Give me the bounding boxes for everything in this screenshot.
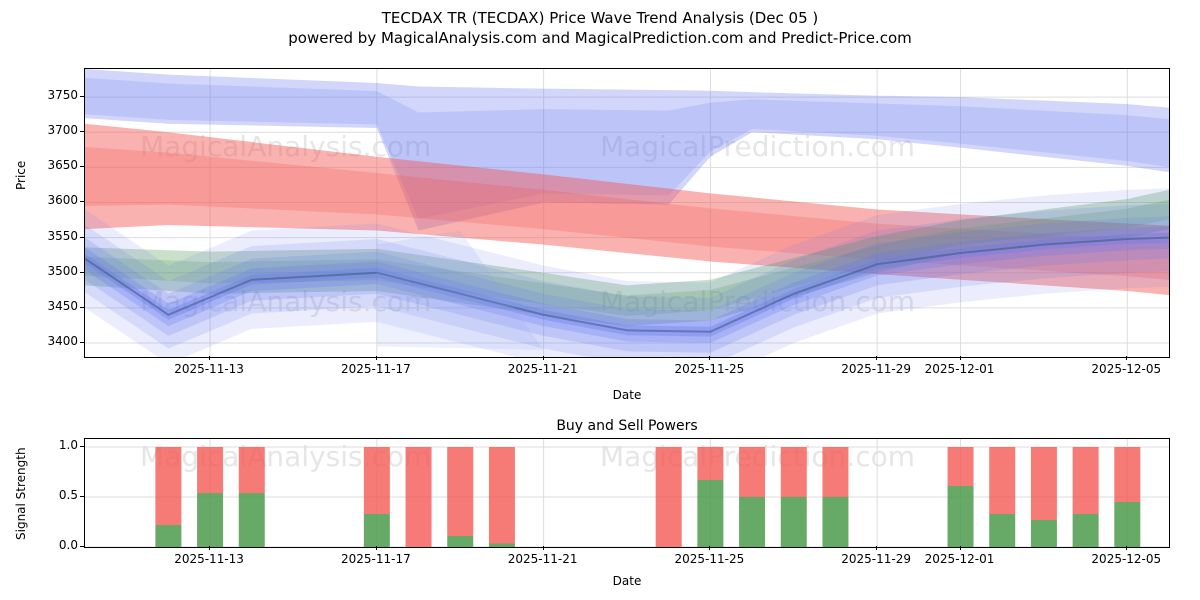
power-chart-xlabel: Date: [612, 574, 642, 588]
power-ytick-mark: [80, 446, 84, 447]
power-xtick-label: 2025-11-13: [174, 552, 244, 566]
price-ytick-mark: [80, 96, 84, 98]
price-xtick-label: 2025-11-25: [674, 362, 745, 376]
power-xtick-label: 2025-11-25: [674, 552, 745, 566]
power-xtick-label: 2025-11-17: [340, 552, 411, 566]
price-ytick-mark: [80, 271, 84, 273]
price-ytick-mark: [80, 306, 84, 308]
power-ytick-mark: [80, 546, 84, 547]
price-xtick-label: 2025-11-13: [174, 362, 244, 376]
power-ytick-label: 1.0: [58, 438, 78, 452]
power-xtick-mark: [959, 546, 961, 550]
price-wave-svg: [85, 69, 1169, 357]
price-ytick-mark: [80, 236, 84, 238]
price-xtick-label: 2025-11-21: [507, 362, 578, 376]
page-subtitle: powered by MagicalAnalysis.com and Magic…: [288, 29, 912, 47]
price-ytick-label: 3600: [47, 193, 78, 208]
power-chart-title: Buy and Sell Powers: [556, 418, 698, 434]
power-xtick-mark: [1126, 546, 1128, 550]
price-ytick-label: 3750: [47, 88, 78, 103]
price-xtick-mark: [542, 356, 544, 360]
price-ytick-label: 3700: [47, 123, 78, 138]
price-ytick-mark: [80, 201, 84, 203]
power-xtick-mark: [375, 546, 377, 550]
power-ytick-label: 0.0: [58, 538, 78, 552]
price-xtick-mark: [876, 356, 878, 360]
price-xtick-mark: [959, 356, 961, 360]
price-xtick-mark: [375, 356, 377, 360]
power-xtick-label: 2025-12-05: [1091, 552, 1162, 566]
price-ytick-mark: [80, 166, 84, 168]
price-xtick-label: 2025-11-29: [841, 362, 912, 376]
power-ytick-label: 0.5: [58, 488, 78, 502]
price-xtick-mark: [709, 356, 711, 360]
power-xtick-label: 2025-11-29: [841, 552, 912, 566]
price-xtick-label: 2025-11-17: [340, 362, 411, 376]
power-xtick-label: 2025-12-01: [924, 552, 995, 566]
price-ytick-label: 3400: [47, 333, 78, 348]
power-xtick-mark: [209, 546, 211, 550]
price-xtick-label: 2025-12-01: [924, 362, 995, 376]
price-ytick-label: 3650: [47, 158, 78, 173]
price-xtick-mark: [1126, 356, 1128, 360]
price-chart-xlabel: Date: [612, 388, 642, 402]
power-xtick-label: 2025-11-21: [507, 552, 578, 566]
buy-sell-powers-chart: [84, 438, 1170, 548]
chart-title-block: TECDAX TR (TECDAX) Price Wave Trend Anal…: [0, 8, 1200, 48]
power-xtick-mark: [876, 546, 878, 550]
price-ytick-label: 3500: [47, 263, 78, 278]
price-ytick-mark: [80, 341, 84, 343]
buy-sell-powers-svg: [85, 439, 1169, 547]
price-xtick-label: 2025-12-05: [1091, 362, 1162, 376]
price-ytick-mark: [80, 131, 84, 133]
power-ytick-mark: [80, 496, 84, 497]
price-ytick-label: 3550: [47, 228, 78, 243]
page-title: TECDAX TR (TECDAX) Price Wave Trend Anal…: [381, 9, 819, 27]
power-xtick-mark: [542, 546, 544, 550]
price-xtick-mark: [209, 356, 211, 360]
price-ytick-label: 3450: [47, 298, 78, 313]
power-xtick-mark: [709, 546, 711, 550]
price-wave-chart: [84, 68, 1170, 358]
